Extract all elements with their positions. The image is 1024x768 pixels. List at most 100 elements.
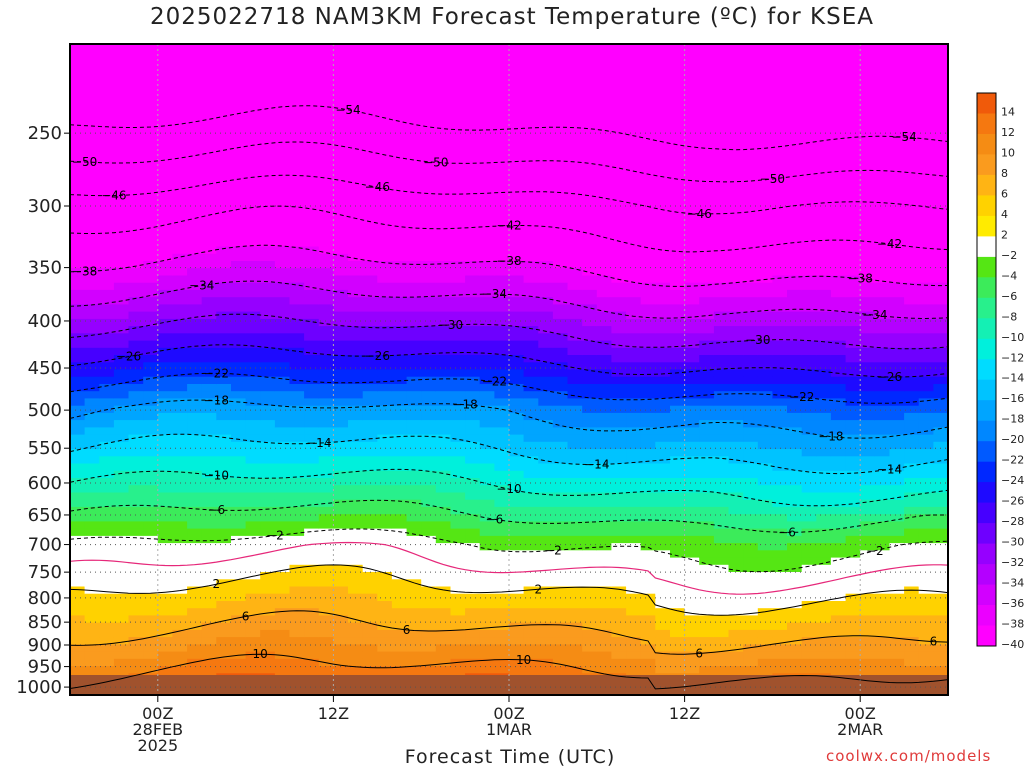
temperature-cell <box>245 355 261 363</box>
temperature-cell <box>567 326 583 334</box>
temperature-cell <box>772 87 788 96</box>
temperature-cell <box>435 427 451 436</box>
temperature-cell <box>362 601 378 609</box>
temperature-cell <box>494 210 510 219</box>
temperature-cell <box>845 80 861 88</box>
temperature-cell <box>113 268 130 276</box>
temperature-cell <box>231 311 247 320</box>
temperature-cell <box>655 564 671 573</box>
temperature-cell <box>552 492 569 501</box>
temperature-cell <box>670 420 686 428</box>
temperature-cell <box>157 261 173 269</box>
temperature-cell <box>289 333 305 342</box>
temperature-cell <box>128 210 144 219</box>
temperature-cell <box>626 550 642 559</box>
temperature-cell <box>377 181 393 190</box>
temperature-cell <box>245 239 261 248</box>
temperature-cell <box>260 145 276 154</box>
temperature-cell <box>377 543 393 551</box>
temperature-cell <box>860 485 876 493</box>
temperature-cell <box>231 478 247 486</box>
temperature-cell <box>845 275 861 284</box>
temperature-cell <box>830 224 847 233</box>
temperature-cell <box>611 478 627 486</box>
temperature-cell <box>713 333 730 342</box>
temperature-cell <box>670 268 686 276</box>
temperature-cell <box>816 485 832 493</box>
temperature-cell <box>187 622 203 631</box>
temperature-cell <box>216 615 232 624</box>
temperature-cell <box>362 557 378 566</box>
temperature-cell <box>348 282 364 291</box>
temperature-cell <box>84 412 100 421</box>
temperature-cell <box>787 622 803 631</box>
temperature-cell <box>845 94 861 103</box>
temperature-cell <box>567 58 583 67</box>
temperature-cell <box>113 65 130 74</box>
temperature-cell <box>655 72 671 81</box>
temperature-cell <box>406 622 422 631</box>
temperature-cell <box>333 340 349 349</box>
temperature-cell <box>757 391 773 399</box>
temperature-cell <box>845 116 861 125</box>
temperature-cell <box>757 427 773 436</box>
temperature-cell <box>406 282 422 291</box>
temperature-cell <box>113 326 130 334</box>
temperature-cell <box>113 355 130 363</box>
temperature-cell <box>830 376 847 385</box>
temperature-cell <box>772 167 788 175</box>
temperature-cell <box>787 499 803 508</box>
temperature-cell <box>538 492 554 501</box>
temperature-cell <box>348 289 364 298</box>
temperature-cell <box>611 347 627 356</box>
temperature-cell <box>201 506 217 515</box>
temperature-cell <box>494 557 510 566</box>
temperature-cell <box>596 159 612 168</box>
temperature-cell <box>245 123 261 132</box>
temperature-cell <box>465 528 481 537</box>
temperature-cell <box>772 420 788 428</box>
temperature-cell <box>757 282 773 291</box>
temperature-cell <box>713 188 730 197</box>
temperature-cell <box>552 608 569 616</box>
temperature-cell <box>670 44 686 52</box>
temperature-cell <box>348 340 364 349</box>
temperature-cell <box>845 203 861 211</box>
temperature-cell <box>874 58 890 67</box>
temperature-cell <box>289 651 305 660</box>
temperature-cell <box>479 239 495 248</box>
temperature-cell <box>157 130 173 139</box>
temperature-cell <box>830 449 847 457</box>
temperature-cell <box>699 608 715 616</box>
temperature-cell <box>362 535 378 544</box>
temperature-cell <box>494 550 510 559</box>
temperature-cell <box>113 174 130 182</box>
temperature-cell <box>801 376 817 385</box>
temperature-cell <box>84 456 100 465</box>
temperature-cell <box>596 601 612 609</box>
temperature-cell <box>348 535 364 544</box>
temperature-cell <box>830 116 847 125</box>
temperature-cell <box>640 564 656 573</box>
temperature-cell <box>684 174 700 182</box>
temperature-cell <box>201 44 217 52</box>
temperature-cell <box>626 463 642 472</box>
temperature-cell <box>816 58 832 67</box>
temperature-cell <box>611 80 627 88</box>
temperature-cell <box>479 224 495 233</box>
temperature-cell <box>260 449 276 457</box>
temperature-cell <box>157 246 173 255</box>
temperature-cell <box>84 304 100 313</box>
temperature-cell <box>391 427 408 436</box>
temperature-cell <box>421 326 437 334</box>
temperature-cell <box>333 94 349 103</box>
temperature-cell <box>655 224 671 233</box>
temperature-cell <box>84 188 100 197</box>
temperature-cell <box>830 217 847 226</box>
temperature-cell <box>201 109 217 117</box>
temperature-cell <box>640 94 656 103</box>
temperature-cell <box>348 355 364 363</box>
temperature-cell <box>421 572 437 580</box>
temperature-cell <box>509 318 525 327</box>
temperature-cell <box>289 44 305 52</box>
